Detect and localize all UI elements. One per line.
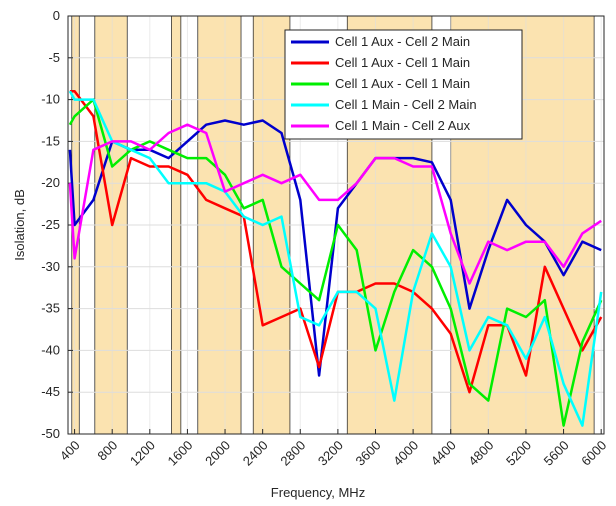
series-line <box>68 123 602 285</box>
y-tick-label: -35 <box>41 301 60 316</box>
series-line <box>69 89 603 394</box>
x-axis-label: Frequency, MHz <box>271 485 365 500</box>
x-tick-label: 4800 <box>465 438 496 469</box>
x-tick-label: 3600 <box>353 438 384 469</box>
y-tick-label: -5 <box>48 50 60 65</box>
x-tick-label: 2400 <box>240 438 271 469</box>
legend-label: Cell 1 Aux - Cell 2 Main <box>335 34 470 49</box>
x-tick-label: 1200 <box>127 438 158 469</box>
series-line <box>68 90 603 427</box>
x-tick-label: 4000 <box>390 438 421 469</box>
y-tick-label: -45 <box>41 384 60 399</box>
y-tick-label: -30 <box>41 259 60 274</box>
series-line <box>68 98 603 427</box>
series-line <box>68 119 602 377</box>
y-tick-label: -40 <box>41 342 60 357</box>
legend-label: Cell 1 Aux - Cell 1 Main <box>335 76 470 91</box>
x-tick-label: 6000 <box>578 438 609 469</box>
x-tick-label: 3200 <box>315 438 346 469</box>
x-tick-label: 400 <box>57 438 83 464</box>
y-tick-label: -15 <box>41 133 60 148</box>
legend-label: Cell 1 Main - Cell 2 Aux <box>335 118 471 133</box>
x-tick-label: 800 <box>94 438 120 464</box>
x-tick-label: 5200 <box>503 438 534 469</box>
x-tick-label: 1600 <box>164 438 195 469</box>
plot-frame <box>67 15 605 435</box>
x-tick-label: 2000 <box>202 438 233 469</box>
legend-label: Cell 1 Aux - Cell 1 Main <box>335 55 470 70</box>
y-tick-label: -50 <box>41 426 60 441</box>
y-tick-label: -20 <box>41 175 60 190</box>
x-tick-label: 5600 <box>541 438 572 469</box>
x-tick-label: 4400 <box>428 438 459 469</box>
x-tick-label: 2800 <box>277 438 308 469</box>
y-tick-label: -10 <box>41 92 60 107</box>
y-axis-label: Isolation, dB <box>12 189 27 261</box>
y-tick-label: 0 <box>53 8 60 23</box>
y-tick-label: -25 <box>41 217 60 232</box>
legend-label: Cell 1 Main - Cell 2 Main <box>335 97 477 112</box>
